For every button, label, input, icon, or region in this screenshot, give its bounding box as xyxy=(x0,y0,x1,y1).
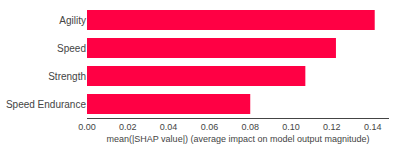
svg-text:0.08: 0.08 xyxy=(241,122,259,132)
svg-text:0.10: 0.10 xyxy=(282,122,300,132)
svg-text:Strength: Strength xyxy=(48,71,86,82)
svg-text:mean(|SHAP value|) (average im: mean(|SHAP value|) (average impact on mo… xyxy=(106,134,369,144)
svg-text:0.12: 0.12 xyxy=(323,122,341,132)
svg-text:Agility: Agility xyxy=(59,15,86,26)
svg-text:0.02: 0.02 xyxy=(119,122,137,132)
svg-text:0.00: 0.00 xyxy=(78,122,96,132)
svg-text:Speed Endurance: Speed Endurance xyxy=(6,99,87,110)
svg-text:Speed: Speed xyxy=(57,43,86,54)
svg-text:0.14: 0.14 xyxy=(364,122,382,132)
svg-text:0.04: 0.04 xyxy=(160,122,178,132)
svg-text:0.06: 0.06 xyxy=(201,122,219,132)
